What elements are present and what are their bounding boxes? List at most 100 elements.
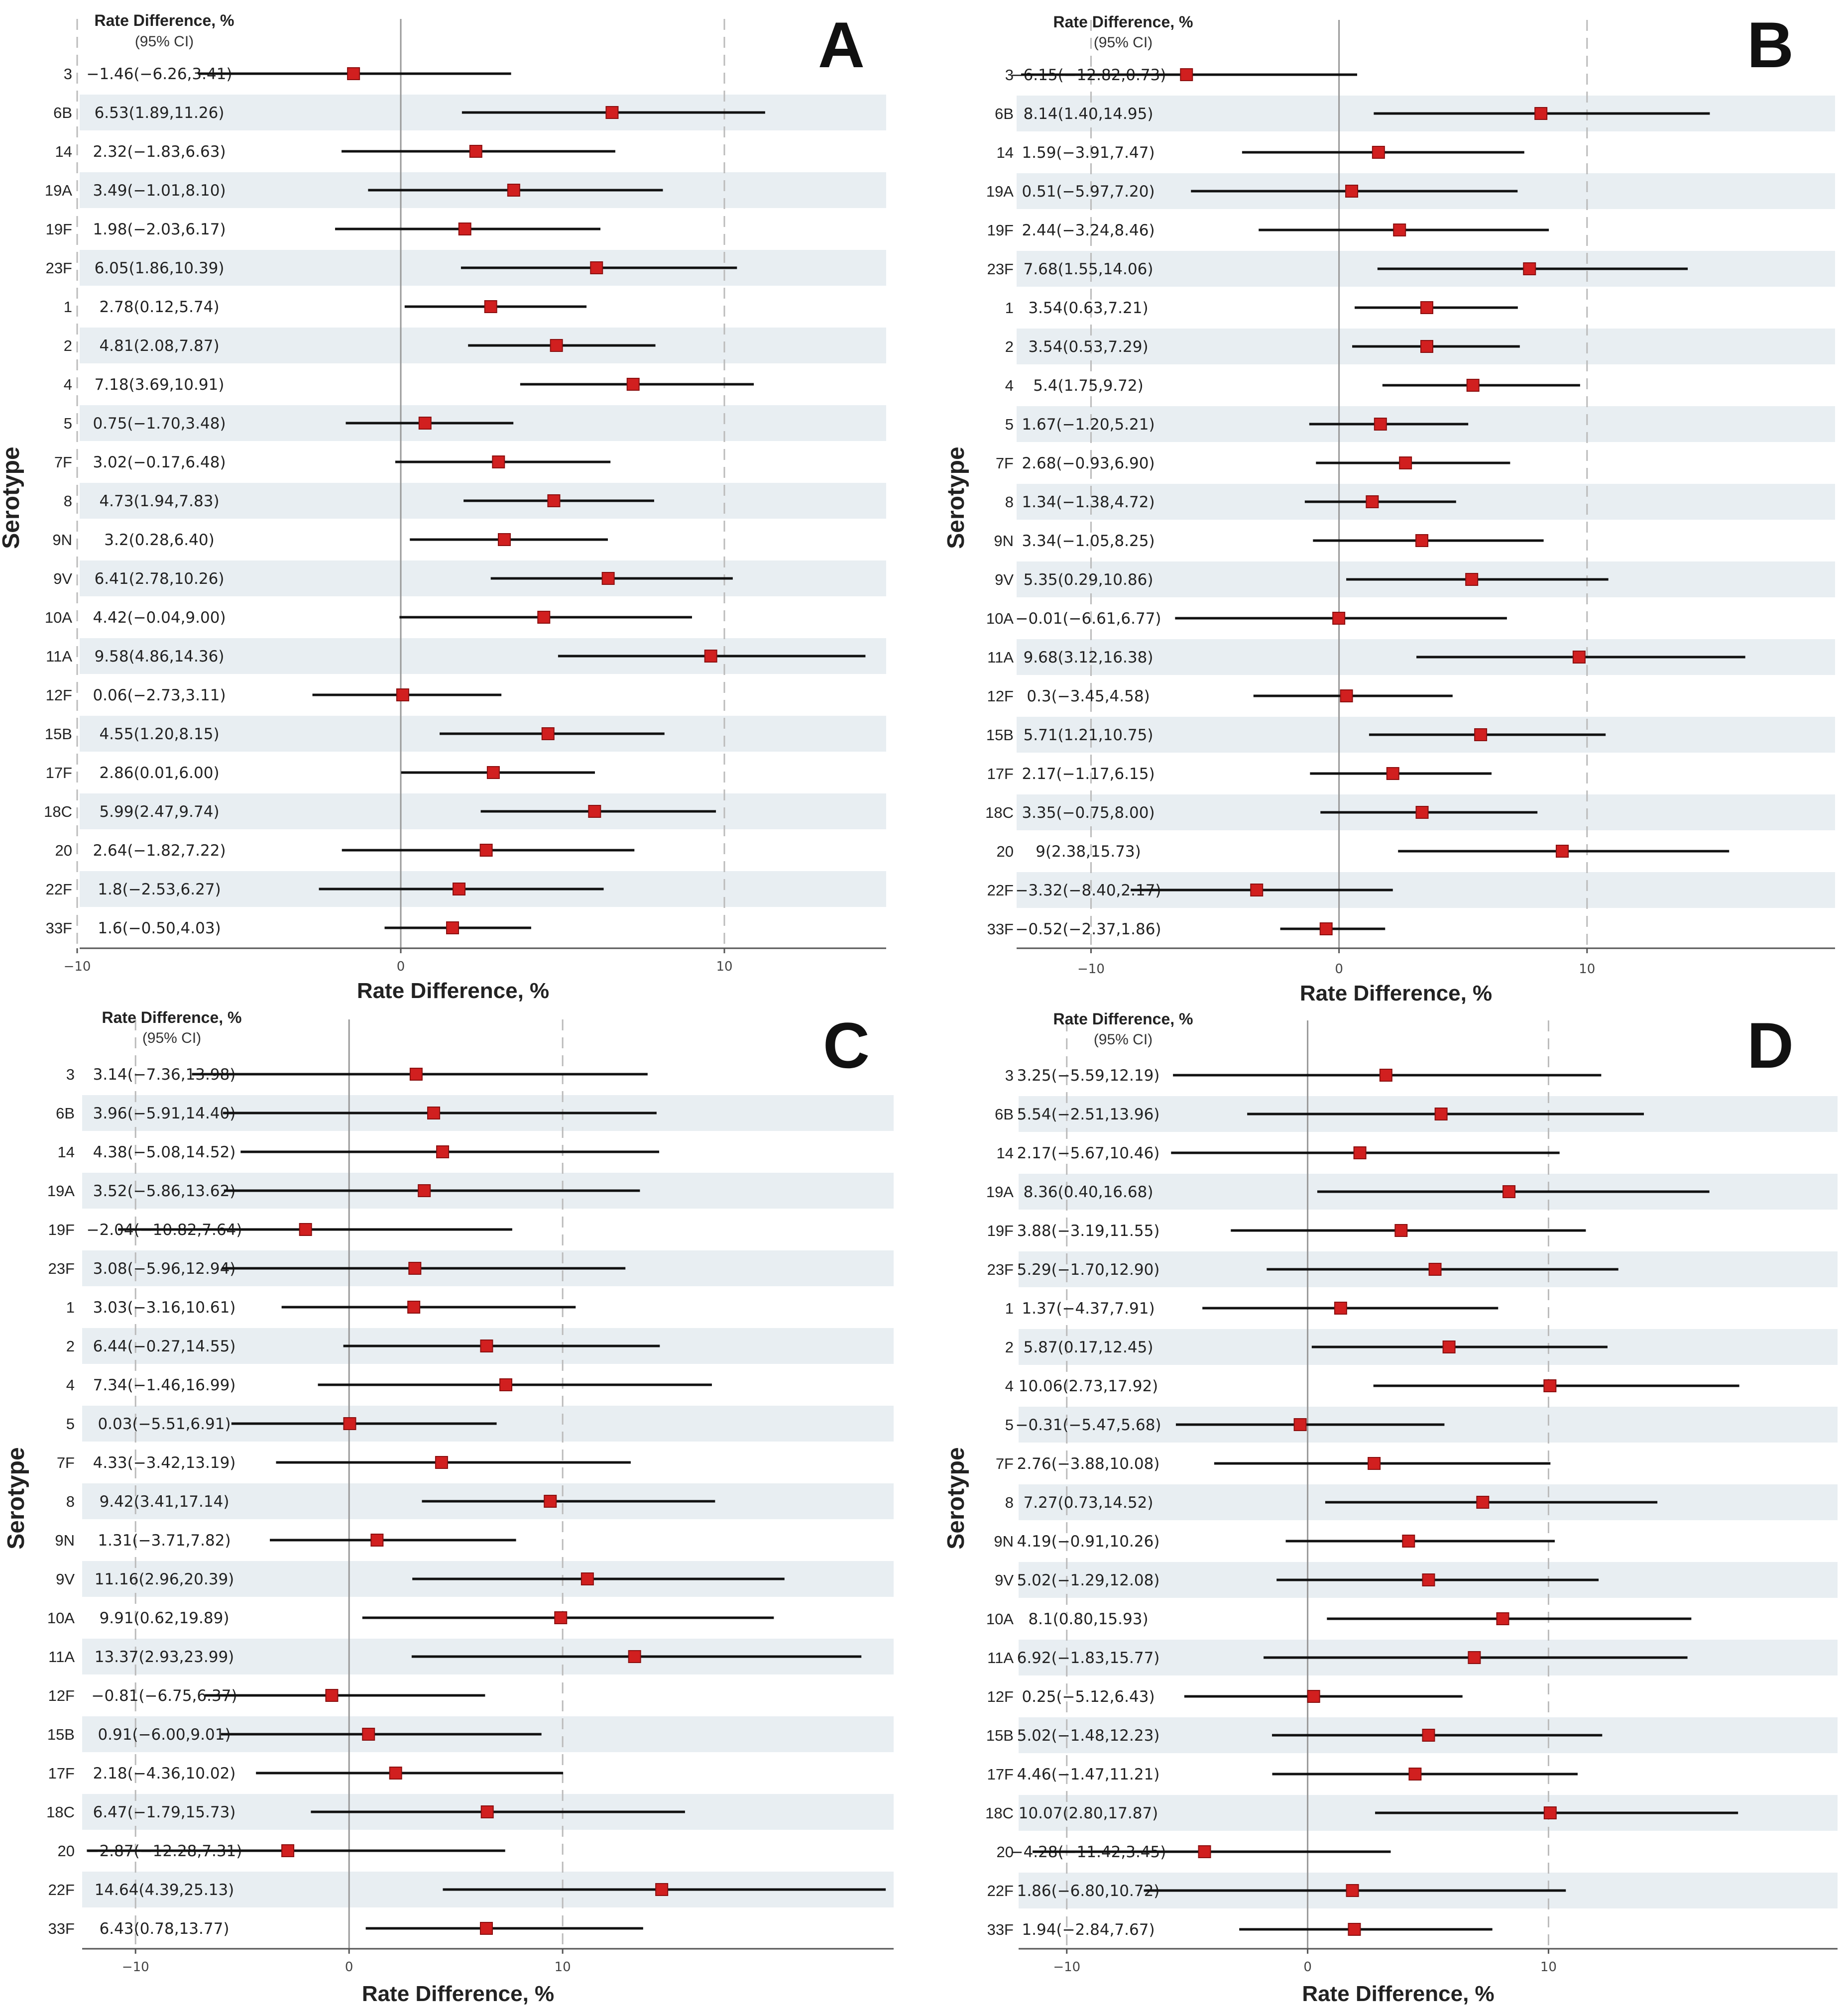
ci-value-label: 5.29(−1.70,12.90) [1017, 1261, 1160, 1279]
serotype-label: 17F [48, 1765, 75, 1782]
point-estimate-marker [427, 1107, 441, 1119]
ci-value-label: 9(2.38,15.73) [1036, 843, 1141, 861]
x-axis-title: Rate Difference, % [1300, 981, 1492, 1005]
serotype-label: 17F [46, 764, 72, 781]
serotype-label: 1 [66, 1299, 75, 1316]
serotype-label: 10A [47, 1609, 75, 1627]
serotype-label: 9N [994, 532, 1014, 550]
ci-value-label: 11.16(2.96,20.39) [95, 1570, 234, 1588]
serotype-label: 14 [58, 1143, 75, 1161]
ci-value-label: −0.52(−2.37,1.86) [1015, 920, 1161, 938]
serotype-label: 19F [48, 1221, 75, 1238]
x-tick-label: −10 [122, 1960, 149, 1975]
serotype-label: 15B [986, 1727, 1014, 1744]
panel-letter: A [818, 8, 865, 81]
ci-value-label: 3.25(−5.59,12.19) [1017, 1067, 1160, 1085]
ci-value-label: 7.34(−1.46,16.99) [93, 1376, 236, 1394]
ci-column-subheader: (95% CI) [142, 1030, 201, 1046]
ci-value-label: 2.17(−1.17,6.15) [1022, 765, 1155, 783]
x-tick-label: −10 [64, 959, 91, 974]
point-estimate-marker [1415, 534, 1429, 547]
point-estimate-marker [1534, 107, 1548, 120]
serotype-label: 10A [986, 610, 1014, 627]
serotype-label: 2 [64, 337, 72, 354]
point-estimate-marker [409, 1068, 423, 1081]
ci-value-label: 4.38(−5.08,14.52) [93, 1143, 236, 1161]
row-band [80, 560, 886, 596]
point-estimate-marker [537, 611, 551, 624]
point-estimate-marker [498, 533, 511, 546]
point-estimate-marker [1523, 262, 1536, 275]
serotype-label: 33F [987, 920, 1014, 938]
panel-letter: D [1747, 1009, 1794, 1082]
serotype-label: 12F [987, 1688, 1014, 1705]
panel-b: −10 0 10 Rate Difference, % Serotype Rate Dif… [943, 8, 1835, 1005]
ci-value-label: 1.98(−2.03,6.17) [93, 221, 226, 238]
point-estimate-marker [1345, 185, 1359, 198]
point-estimate-marker [1346, 1884, 1359, 1897]
serotype-label: 4 [64, 376, 72, 393]
serotype-label: 4 [66, 1376, 75, 1394]
point-estimate-marker [1250, 884, 1264, 896]
panel-a: −10 0 10 Rate Difference, % Serotype Rate Dif… [0, 8, 886, 1003]
ci-value-label: 9.91(0.62,19.89) [100, 1609, 230, 1627]
point-estimate-marker [479, 844, 493, 857]
serotype-label: 7F [996, 1455, 1014, 1472]
serotype-label: 15B [45, 725, 72, 743]
serotype-label: 9N [994, 1533, 1014, 1550]
panel-letter: B [1747, 8, 1794, 81]
x-tick-label: 0 [1335, 962, 1343, 977]
serotype-label: 4 [1005, 1377, 1014, 1395]
ci-value-label: 1.86(−6.80,10.72) [1017, 1882, 1160, 1900]
ci-column-subheader: (95% CI) [135, 33, 194, 50]
point-estimate-marker [370, 1534, 384, 1547]
serotype-label: 5 [1005, 1416, 1014, 1434]
point-estimate-marker [1415, 806, 1429, 819]
y-axis-title: Serotype [0, 446, 24, 549]
ci-value-label: 3.34(−1.05,8.25) [1022, 532, 1155, 550]
ci-value-label: 0.06(−2.73,3.11) [93, 686, 226, 704]
point-estimate-marker [408, 1262, 422, 1275]
point-estimate-marker [1422, 1729, 1435, 1742]
x-tick-label: 10 [1579, 962, 1595, 977]
point-estimate-marker [1353, 1146, 1367, 1159]
serotype-label: 19F [987, 1222, 1014, 1239]
point-estimate-marker [1394, 1224, 1408, 1237]
x-axis-title: Rate Difference, % [1302, 1982, 1494, 2006]
point-estimate-marker [554, 1611, 568, 1624]
x-tick-label: 0 [1303, 1960, 1312, 1975]
serotype-label: 8 [64, 492, 72, 510]
serotype-label: 14 [997, 144, 1014, 161]
point-estimate-marker [1420, 340, 1433, 353]
ci-value-label: 3.49(−1.01,8.10) [93, 182, 226, 200]
serotype-label: 6B [995, 1106, 1014, 1123]
ci-value-label: 7.18(3.69,10.91) [95, 376, 225, 394]
point-estimate-marker [1402, 1535, 1415, 1548]
serotype-label: 10A [986, 1610, 1014, 1628]
point-estimate-marker [655, 1883, 669, 1896]
point-estimate-marker [1428, 1263, 1442, 1276]
ci-value-label: 9.42(3.41,17.14) [100, 1493, 230, 1511]
ci-value-label: 4.55(1.20,8.15) [99, 725, 219, 743]
ci-value-label: 2.86(0.01,6.00) [99, 764, 219, 782]
point-estimate-marker [1543, 1379, 1557, 1392]
x-tick-label: 10 [1540, 1960, 1557, 1975]
ci-value-label: 5.54(−2.51,13.96) [1017, 1106, 1160, 1123]
point-estimate-marker [626, 378, 640, 391]
point-estimate-marker [1372, 146, 1385, 159]
serotype-label: 22F [987, 882, 1014, 899]
y-axis-title: Serotype [943, 446, 969, 549]
panel-d: −10 0 10 Rate Difference, % Serotype Rate Dif… [943, 1009, 1838, 2006]
serotype-label: 14 [997, 1144, 1014, 1162]
serotype-label: 6B [53, 104, 72, 121]
point-estimate-marker [550, 339, 563, 352]
point-estimate-marker [1366, 495, 1379, 508]
ci-value-label: 5.71(1.21,10.75) [1024, 726, 1154, 744]
serotype-label: 19A [47, 1182, 75, 1200]
ci-value-label: 0.03(−5.51,6.91) [98, 1415, 231, 1433]
ci-value-label: 8.14(1.40,14.95) [1024, 105, 1154, 123]
serotype-label: 9N [52, 531, 72, 549]
serotype-label: 17F [987, 765, 1014, 782]
serotype-label: 3 [66, 1066, 75, 1083]
serotype-label: 12F [987, 687, 1014, 705]
